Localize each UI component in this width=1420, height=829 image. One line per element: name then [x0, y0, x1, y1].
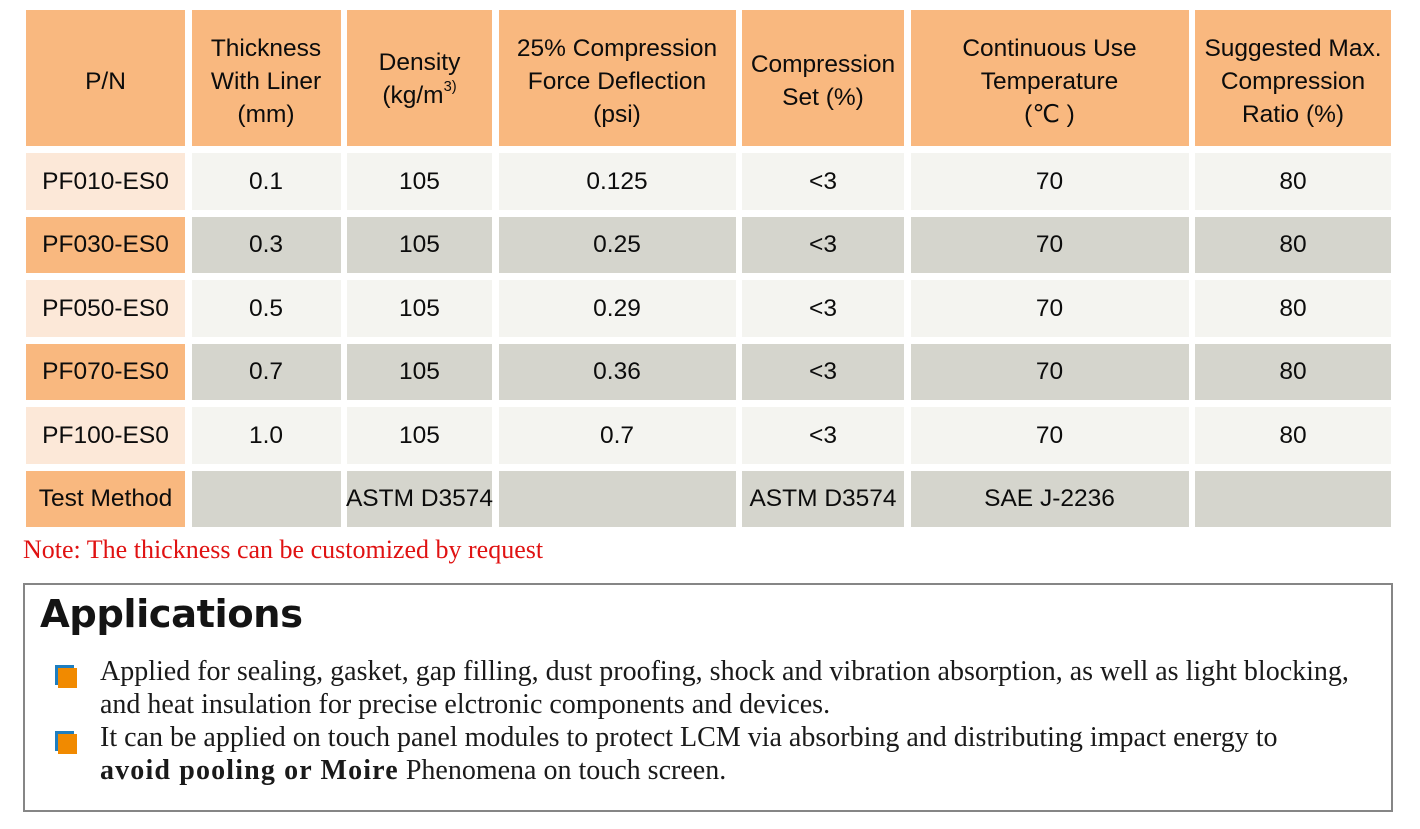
application-item-text: It can be applied on touch panel modules… [100, 721, 1278, 786]
header-cell-col4: Compression Set (%) [742, 10, 904, 146]
table-cell-r5-c4: ASTM D3574 [742, 470, 904, 527]
table-cell-r4-c2: 105 [347, 407, 492, 464]
table-cell-r0-c4: <3 [742, 153, 904, 210]
header-cell-text: P/N [85, 67, 126, 95]
square-bullet-icon [57, 668, 77, 688]
table-cell-r1-c4: <3 [742, 216, 904, 273]
application-item-text: Applied for sealing, gasket, gap filling… [100, 655, 1349, 720]
header-cell-text: Density (kg/m3) [378, 49, 461, 109]
table-cell-r1-c6: 80 [1195, 216, 1391, 273]
table-cell-r3-c6: 80 [1195, 343, 1391, 400]
table-cell-r1-c3: 0.25 [498, 216, 736, 273]
table-cell-r4-c1: 1.0 [191, 407, 341, 464]
table-cell-r1-c2: 105 [347, 216, 492, 273]
table-cell-r2-c2: 105 [347, 280, 492, 337]
table-cell-r3-c2: 105 [347, 343, 492, 400]
table-cell-r1-c1: 0.3 [191, 216, 341, 273]
table-cell-r1-c0: PF030-ES0 [26, 216, 185, 273]
table-cell-r2-c5: 70 [910, 280, 1189, 337]
application-item-2: It can be applied on touch panel modules… [25, 721, 1391, 787]
header-cell-text: Continuous Use Temperature (℃ ) [962, 34, 1137, 128]
application-item-1: Applied for sealing, gasket, gap filling… [25, 655, 1391, 721]
applications-box: Applications Applied for sealing, gasket… [23, 583, 1393, 812]
table-cell-r3-c1: 0.7 [191, 343, 341, 400]
spec-table: P/N Thickness With Liner (mm) Density (kg/m3)… [26, 10, 1391, 527]
table-cell-r5-c2: ASTM D3574 [346, 470, 493, 527]
header-cell-text: Thickness With Liner (mm) [210, 34, 322, 128]
table-cell-r0-c3: 0.125 [498, 153, 736, 210]
applications-title: Applications [40, 592, 303, 637]
table-cell-r4-c5: 70 [910, 407, 1189, 464]
header-cell-col5: Continuous Use Temperature (℃ ) [910, 10, 1189, 146]
table-cell-r2-c0: PF050-ES0 [26, 280, 185, 337]
table-cell-r3-c4: <3 [742, 343, 904, 400]
header-cell-col2: Density (kg/m3) [347, 10, 492, 146]
table-cell-r4-c4: <3 [742, 407, 904, 464]
header-cell-col1: Thickness With Liner (mm) [191, 10, 341, 146]
table-cell-r3-c5: 70 [910, 343, 1189, 400]
header-cell-col6: Suggested Max. Compression Ratio (%) [1195, 10, 1391, 146]
table-cell-r0-c5: 70 [910, 153, 1189, 210]
table-cell-r5-c1 [191, 470, 341, 527]
table-cell-r3-c3: 0.36 [498, 343, 736, 400]
table-cell-r0-c1: 0.1 [191, 153, 341, 210]
table-cell-r0-c6: 80 [1195, 153, 1391, 210]
table-cell-r4-c0: PF100-ES0 [26, 407, 185, 464]
table-cell-r5-c5: SAE J-2236 [910, 470, 1189, 527]
square-bullet-icon [57, 734, 77, 754]
table-cell-r2-c4: <3 [742, 280, 904, 337]
note-text: Note: The thickness can be customized by… [23, 535, 544, 564]
table-cell-r2-c6: 80 [1195, 280, 1391, 337]
table-cell-r5-c6 [1195, 470, 1391, 527]
table-cell-r3-c0: PF070-ES0 [26, 343, 185, 400]
applications-list: Applied for sealing, gasket, gap filling… [25, 655, 1391, 787]
table-cell-r4-c3: 0.7 [498, 407, 736, 464]
header-cell-text: Suggested Max. Compression Ratio (%) [1204, 34, 1382, 128]
table-cell-r5-c0: Test Method [26, 470, 185, 527]
header-cell-text: 25% Compression Force Deflection (psi) [516, 34, 718, 128]
header-cell-col0: P/N [26, 10, 185, 146]
table-cell-r5-c3 [498, 470, 736, 527]
table-cell-r4-c6: 80 [1195, 407, 1391, 464]
table-cell-r2-c3: 0.29 [498, 280, 736, 337]
header-cell-text: Compression Set (%) [750, 51, 896, 111]
table-cell-r2-c1: 0.5 [191, 280, 341, 337]
table-cell-r0-c2: 105 [347, 153, 492, 210]
table-cell-r0-c0: PF010-ES0 [26, 153, 185, 210]
header-cell-col3: 25% Compression Force Deflection (psi) [498, 10, 736, 146]
table-cell-r1-c5: 70 [910, 216, 1189, 273]
